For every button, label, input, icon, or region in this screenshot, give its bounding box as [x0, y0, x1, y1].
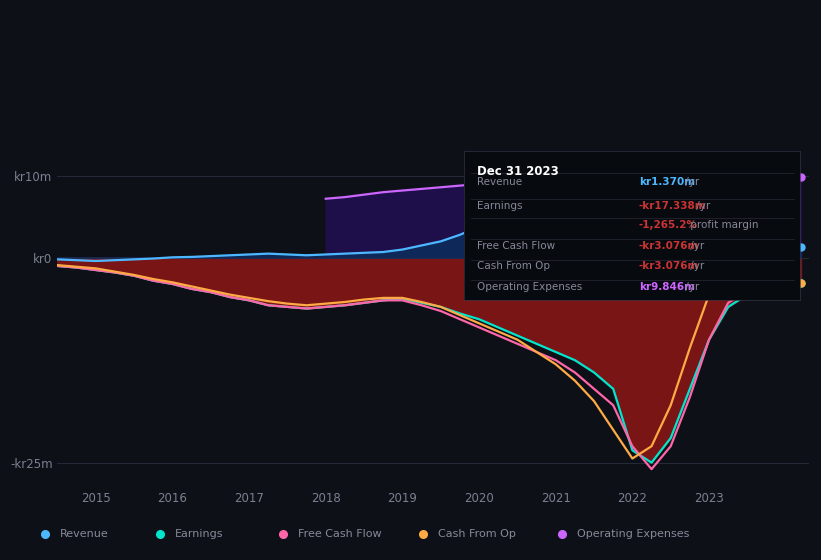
Text: -kr3.076m: -kr3.076m [639, 241, 699, 251]
Text: -kr17.338m: -kr17.338m [639, 200, 707, 211]
Text: Revenue: Revenue [477, 177, 522, 187]
Text: -kr3.076m: -kr3.076m [639, 262, 699, 272]
Text: kr1.370m: kr1.370m [639, 177, 695, 187]
Text: /yr: /yr [687, 241, 704, 251]
Text: Revenue: Revenue [60, 529, 108, 539]
Text: Free Cash Flow: Free Cash Flow [477, 241, 556, 251]
Text: Free Cash Flow: Free Cash Flow [298, 529, 382, 539]
Text: Earnings: Earnings [477, 200, 523, 211]
Text: -1,265.2%: -1,265.2% [639, 220, 698, 230]
Point [795, 278, 808, 287]
Text: Operating Expenses: Operating Expenses [477, 282, 583, 292]
Point [795, 172, 808, 181]
Text: /yr: /yr [687, 262, 704, 272]
Text: kr9.846m: kr9.846m [639, 282, 695, 292]
Text: /yr: /yr [693, 200, 710, 211]
Text: profit margin: profit margin [687, 220, 759, 230]
Text: Cash From Op: Cash From Op [438, 529, 516, 539]
Point [795, 278, 808, 287]
Text: Earnings: Earnings [175, 529, 223, 539]
Text: Dec 31 2023: Dec 31 2023 [477, 165, 559, 178]
Text: Cash From Op: Cash From Op [477, 262, 550, 272]
Text: Operating Expenses: Operating Expenses [577, 529, 690, 539]
Text: /yr: /yr [682, 177, 699, 187]
Text: /yr: /yr [682, 282, 699, 292]
Point [795, 242, 808, 251]
